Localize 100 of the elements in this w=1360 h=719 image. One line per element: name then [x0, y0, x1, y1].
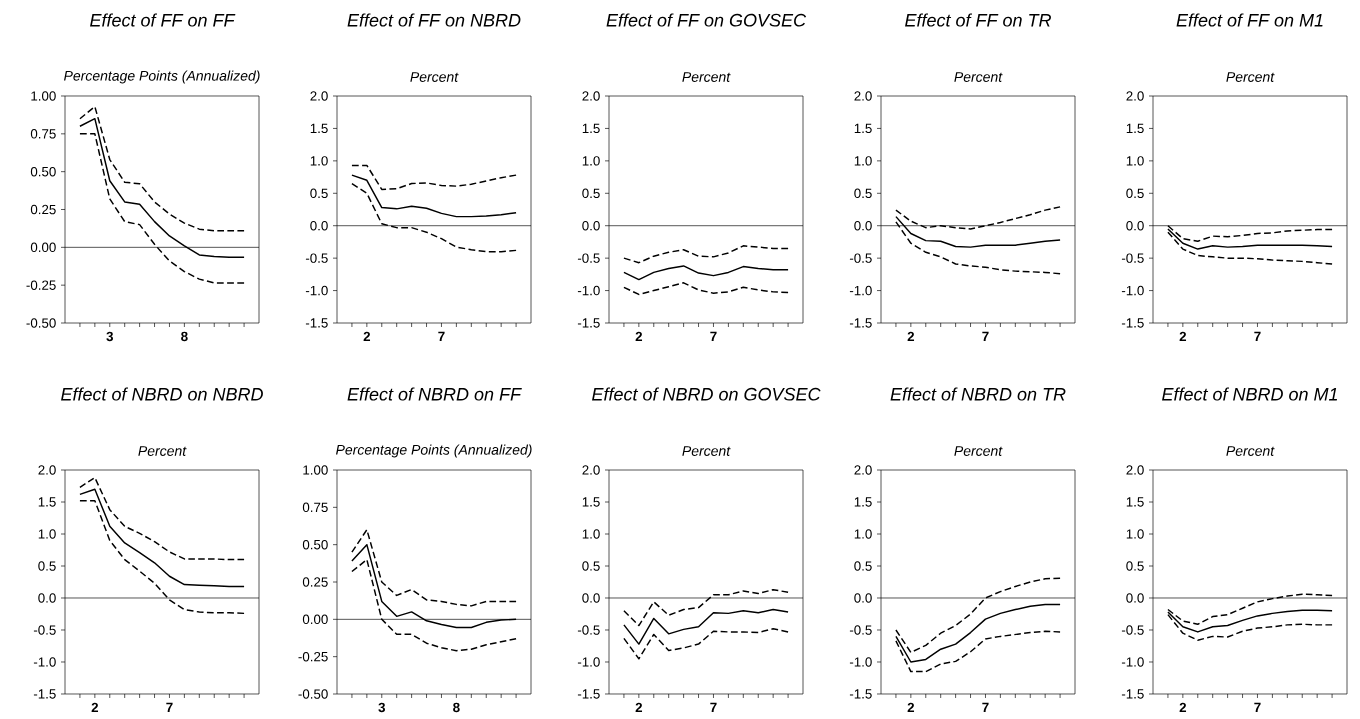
y-tick-label: 0.5 — [310, 188, 328, 198]
y-tick-label: 0.00 — [302, 614, 328, 625]
y-tick-label: 2.0 — [1126, 91, 1144, 101]
x-tick-label: 7 — [982, 331, 989, 341]
chart-subtitle: Percent — [1226, 72, 1275, 82]
x-tick-label: 2 — [363, 331, 371, 342]
y-tick-label: -1.5 — [1121, 318, 1144, 328]
chart-subtitle: Percentage Points (Annualized) — [336, 444, 532, 458]
y-tick-label: -0.5 — [33, 625, 56, 635]
chart-title: Effect of FF on FF — [90, 13, 236, 27]
chart-subtitle: Percent — [954, 446, 1003, 456]
y-tick-label: -1.0 — [577, 657, 600, 667]
y-tick-label: -1.5 — [849, 689, 872, 699]
x-tick-label: 2 — [907, 331, 915, 342]
y-tick-label: 0.50 — [30, 166, 56, 177]
chart-subtitle: Percent — [682, 72, 731, 82]
x-tick-label: 7 — [438, 331, 445, 341]
y-tick-label: 0.5 — [1126, 561, 1144, 571]
y-tick-label: 1.0 — [854, 529, 872, 539]
y-tick-label: 1.0 — [582, 529, 600, 539]
y-tick-label: 1.00 — [303, 465, 328, 475]
y-tick-label: 1.0 — [38, 529, 56, 539]
chart-subtitle: Percentage Points (Annualized) — [64, 70, 260, 84]
y-tick-label: -1.0 — [305, 285, 328, 296]
y-tick-label: 0.0 — [582, 593, 600, 603]
y-tick-label: 0.5 — [1126, 188, 1144, 198]
chart-title: Effect of NBRD on NBRD — [61, 387, 263, 401]
x-tick-label: 3 — [106, 331, 114, 342]
y-tick-label: -0.5 — [1121, 625, 1144, 635]
chart-title: Effect of FF on NBRD — [347, 13, 521, 27]
y-tick-label: 2.0 — [854, 91, 872, 101]
y-tick-label: -0.5 — [577, 625, 600, 635]
y-tick-label: 0.0 — [1126, 593, 1144, 603]
y-tick-label: 1.5 — [582, 497, 600, 507]
y-tick-label: -1.0 — [849, 657, 872, 667]
x-tick-label: 2 — [635, 702, 643, 713]
y-tick-label: 0.00 — [30, 242, 56, 253]
y-tick-label: -1.0 — [1121, 657, 1144, 667]
y-tick-label: 1.00 — [31, 91, 56, 101]
y-tick-label: -1.5 — [33, 689, 56, 699]
y-tick-label: -1.5 — [1121, 689, 1144, 699]
y-tick-label: 0.0 — [1126, 221, 1144, 231]
y-tick-label: 0.5 — [38, 561, 56, 571]
y-tick-label: 1.0 — [582, 156, 600, 166]
x-tick-label: 7 — [1254, 331, 1261, 341]
y-tick-label: 0.0 — [310, 221, 328, 231]
y-tick-label: 2.0 — [582, 91, 600, 101]
y-tick-label: -1.0 — [33, 657, 56, 667]
y-tick-label: -0.5 — [1121, 253, 1144, 263]
y-tick-label: 1.5 — [38, 497, 56, 507]
y-tick-label: 1.5 — [582, 123, 600, 134]
y-tick-label: 0.75 — [30, 129, 56, 139]
y-tick-label: 0.5 — [582, 188, 600, 198]
y-tick-label: 0.25 — [30, 204, 56, 215]
y-tick-label: 0.75 — [302, 502, 328, 513]
y-tick-label: -0.50 — [26, 318, 56, 328]
y-tick-label: 0.0 — [582, 221, 600, 231]
x-tick-label: 7 — [710, 702, 717, 712]
chart-subtitle: Percent — [954, 72, 1003, 82]
y-tick-label: 0.50 — [302, 539, 328, 550]
y-tick-label: 2.0 — [1126, 465, 1144, 475]
y-tick-label: 1.0 — [1126, 529, 1144, 539]
y-tick-label: 0.0 — [854, 593, 872, 603]
x-tick-label: 3 — [378, 702, 386, 713]
x-tick-label: 2 — [91, 702, 99, 713]
y-tick-label: 0.5 — [854, 561, 872, 571]
y-tick-label: -0.5 — [577, 253, 600, 263]
x-tick-label: 2 — [1179, 331, 1187, 342]
chart-title: Effect of NBRD on FF — [347, 387, 522, 401]
y-tick-label: -1.5 — [577, 689, 600, 699]
y-tick-label: 1.5 — [310, 123, 328, 134]
chart-subtitle: Percent — [138, 446, 187, 456]
y-tick-label: 1.5 — [1126, 497, 1144, 507]
x-tick-label: 7 — [710, 331, 717, 341]
y-tick-label: 1.0 — [310, 156, 328, 166]
y-tick-label: 2.0 — [38, 465, 56, 475]
y-tick-label: 1.5 — [854, 123, 872, 134]
y-tick-label: 0.5 — [582, 561, 600, 571]
x-tick-label: 7 — [1254, 702, 1261, 712]
y-tick-label: -1.5 — [849, 318, 872, 328]
y-tick-label: -1.0 — [1121, 285, 1144, 296]
x-tick-label: 2 — [907, 702, 915, 713]
chart-subtitle: Percent — [1226, 446, 1275, 456]
chart-subtitle: Percent — [682, 446, 731, 456]
chart-title: Effect of NBRD on M1 — [1162, 387, 1338, 401]
y-tick-label: 0.0 — [854, 221, 872, 231]
y-tick-label: -1.0 — [849, 285, 872, 296]
x-tick-label: 8 — [453, 702, 460, 713]
y-tick-label: 2.0 — [582, 465, 600, 475]
chart-title: Effect of NBRD on GOVSEC — [592, 387, 821, 401]
x-tick-label: 2 — [1179, 702, 1187, 713]
y-tick-label: 2.0 — [854, 465, 872, 475]
y-tick-label: -0.25 — [26, 280, 56, 290]
chart-title: Effect of FF on M1 — [1176, 13, 1323, 27]
y-tick-label: 2.0 — [310, 91, 328, 101]
x-tick-label: 7 — [166, 702, 173, 712]
y-tick-label: 1.5 — [854, 497, 872, 507]
y-tick-label: -0.5 — [849, 253, 872, 263]
chart-title: Effect of FF on GOVSEC — [606, 13, 807, 27]
y-tick-label: -1.5 — [577, 318, 600, 328]
